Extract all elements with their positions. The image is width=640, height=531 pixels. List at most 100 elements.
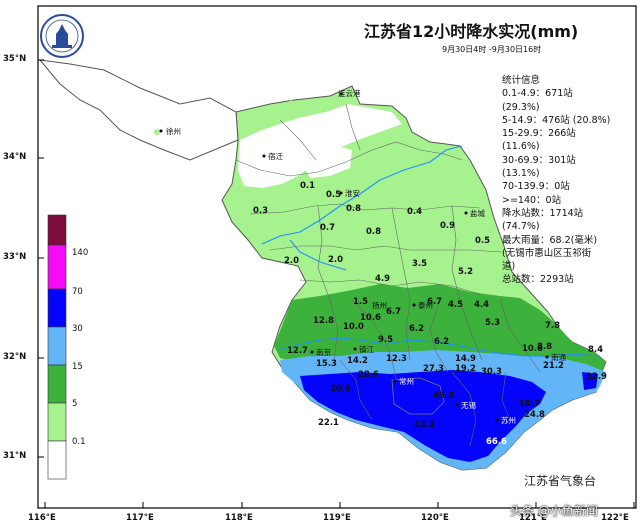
rain-value: 7.8 bbox=[545, 321, 561, 331]
rain-value: 12.7 bbox=[287, 346, 308, 356]
legend-label: 140 bbox=[72, 248, 89, 258]
rain-value: 32.9 bbox=[586, 372, 607, 382]
lon-label: 117°E bbox=[126, 513, 154, 523]
lon-label: 121°E bbox=[519, 513, 547, 523]
stats-panel: 统计信息 0.1-4.9：671站 (29.3%) 5-14.9：476站 (2… bbox=[502, 74, 636, 287]
xuzhou-rain-dot bbox=[154, 129, 160, 135]
lat-label: 33°N bbox=[3, 252, 27, 262]
region-white-north bbox=[238, 104, 402, 188]
rain-value: 28.6 bbox=[358, 370, 379, 380]
legend-label: 70 bbox=[72, 287, 83, 297]
rain-value: 19.2 bbox=[455, 364, 476, 374]
rain-value: 4.5 bbox=[448, 300, 464, 310]
meteorological-emblem bbox=[40, 14, 84, 58]
region-blue-east bbox=[582, 372, 598, 390]
city-changzhou: 常州 bbox=[399, 377, 414, 386]
district-boundaries bbox=[235, 103, 541, 447]
stats-line: (11.6%) bbox=[502, 141, 540, 153]
rain-value: 66.6 bbox=[486, 437, 507, 447]
stats-line: 15-29.9：266站 bbox=[502, 128, 576, 140]
stats-line: 70-139.9：0站 bbox=[502, 181, 570, 193]
rain-value: 15.3 bbox=[316, 359, 337, 369]
stats-line: (无锡市惠山区玉祁街 bbox=[502, 247, 592, 259]
lat-ticks bbox=[38, 59, 44, 458]
city-suzhou: 苏州 bbox=[501, 416, 516, 425]
rain-value: 6.2 bbox=[434, 337, 450, 347]
map-subtitle: 9月30日4时 -9月30日16时 bbox=[442, 45, 542, 54]
lon-label: 122°E bbox=[601, 513, 629, 523]
rain-value: 0.4 bbox=[407, 207, 423, 217]
rain-value: 27.3 bbox=[423, 364, 444, 374]
city-wuxi: 无锡 bbox=[461, 401, 476, 410]
city-taizhou: 泰州 bbox=[418, 301, 433, 310]
city-yancheng: 盐城 bbox=[470, 209, 485, 218]
rain-value: 30.3 bbox=[481, 367, 502, 377]
rain-value: 14.2 bbox=[347, 356, 368, 366]
city-yangzhou: 扬州 bbox=[372, 301, 387, 310]
stats-line: 最大雨量：68.2(毫米) bbox=[502, 234, 598, 246]
xuzhou-rain-patch bbox=[282, 100, 296, 114]
city-suqian: 宿迁 bbox=[268, 152, 283, 161]
city-nantong: 南通 bbox=[551, 353, 566, 362]
region-xuzhou bbox=[38, 59, 239, 161]
lat-label: 35°N bbox=[3, 54, 27, 64]
lat-label: 31°N bbox=[3, 451, 27, 461]
city-zhenjiang: 镇江 bbox=[359, 345, 374, 354]
rain-value: 6.2 bbox=[409, 324, 425, 334]
lon-label: 120°E bbox=[421, 513, 449, 523]
rain-value: 4.4 bbox=[474, 300, 490, 310]
lat-label: 32°N bbox=[3, 352, 27, 362]
rain-value: 10.0 bbox=[343, 322, 364, 332]
legend-label: 0.1 bbox=[72, 437, 86, 447]
rain-value: 12.3 bbox=[386, 354, 407, 364]
stats-line: (74.7%) bbox=[502, 221, 540, 233]
lon-label: 116°E bbox=[28, 513, 56, 523]
legend-bar bbox=[47, 214, 67, 480]
legend-label: 15 bbox=[72, 362, 83, 372]
rain-value: 45.8 bbox=[433, 391, 454, 401]
stats-line: (13.1%) bbox=[502, 168, 540, 180]
stats-line: 总站数：2293站 bbox=[502, 274, 574, 286]
rain-value: 0.9 bbox=[440, 221, 456, 231]
rain-value: 21.2 bbox=[543, 361, 564, 371]
stats-line: (29.3%) bbox=[502, 101, 540, 113]
stats-line: 5-14.9：476站 (20.8%) bbox=[502, 114, 611, 126]
rain-value: 8.4 bbox=[588, 345, 604, 355]
rain-value: 4.9 bbox=[375, 274, 391, 284]
rain-value: 6.7 bbox=[386, 307, 402, 317]
stats-line: 降水站数：1714站 bbox=[502, 207, 584, 219]
rain-value: 0.1 bbox=[300, 181, 316, 191]
rain-value: 10.6 bbox=[522, 344, 543, 354]
lat-label: 34°N bbox=[3, 152, 27, 162]
stats-line: 统计信息 bbox=[502, 75, 541, 86]
watermark: 头条 @小鱼新闻 bbox=[510, 504, 598, 518]
rain-value: 5.2 bbox=[458, 267, 474, 277]
city-nanjing: 南京 bbox=[316, 348, 331, 357]
rain-value: 0.8 bbox=[366, 227, 382, 237]
rain-value: 18.7 bbox=[519, 399, 540, 409]
city-dots bbox=[159, 92, 549, 422]
lon-label: 118°E bbox=[225, 513, 253, 523]
rain-value: 2.0 bbox=[328, 255, 344, 265]
legend-label: 5 bbox=[72, 399, 78, 409]
lon-ticks bbox=[44, 502, 635, 508]
legend-label: 30 bbox=[72, 324, 83, 334]
rain-value: 0.3 bbox=[253, 206, 269, 216]
rivers bbox=[261, 145, 601, 357]
lon-label: 119°E bbox=[323, 513, 351, 523]
stats-line: 0.1-4.9：671站 bbox=[502, 88, 573, 100]
region-blue bbox=[300, 370, 546, 462]
rain-value: 9.5 bbox=[378, 335, 394, 345]
rain-value: 1.5 bbox=[353, 297, 369, 307]
stats-line: 道) bbox=[502, 261, 516, 273]
region-white-patch bbox=[300, 146, 352, 178]
map-frame bbox=[37, 5, 637, 509]
rain-value: 12.8 bbox=[313, 316, 334, 326]
rain-value: 14.9 bbox=[455, 354, 476, 364]
map-title: 江苏省12小时降水实况(mm) bbox=[364, 22, 579, 41]
rain-value: 8.8 bbox=[537, 342, 553, 352]
city-lianyungang: 连云港 bbox=[338, 89, 361, 98]
city-xuzhou: 徐州 bbox=[166, 127, 181, 136]
